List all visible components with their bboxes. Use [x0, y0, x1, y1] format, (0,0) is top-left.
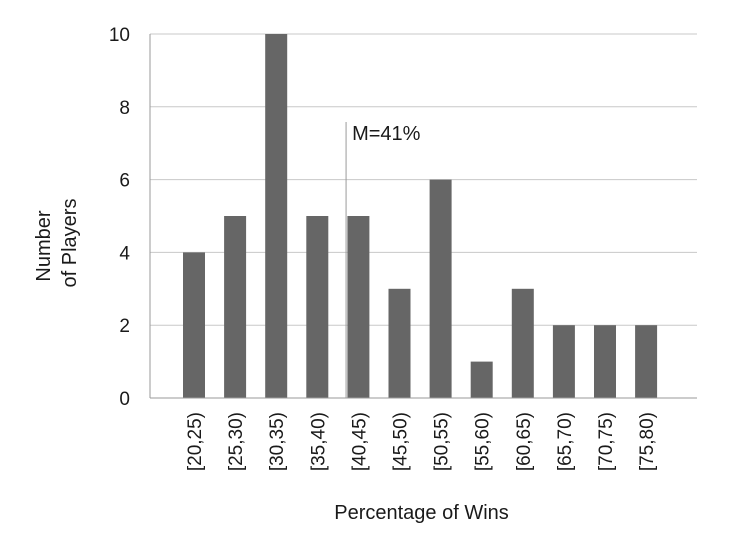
x-tick-label: [60,65) — [514, 412, 535, 471]
bar — [224, 216, 247, 398]
x-tick-labels: [20,25) [25,30) [30,35) [35,40) [40,45) [45,5… — [185, 412, 658, 471]
y-tick-label: 0 — [119, 389, 130, 410]
x-tick-label: [35,40) — [308, 412, 329, 471]
x-tick-label: [65,70) — [555, 412, 576, 471]
bar — [347, 216, 370, 398]
bar — [306, 216, 329, 398]
bars — [183, 34, 658, 398]
x-tick-label: [25,30) — [226, 412, 247, 471]
y-tick-label: 6 — [119, 171, 130, 192]
bar — [635, 325, 658, 398]
bar — [183, 252, 205, 398]
bar — [388, 288, 411, 398]
x-axis-label: Percentage of Wins — [334, 502, 509, 524]
y-axis-label-line-1: Number — [33, 210, 55, 281]
y-tick-label: 10 — [109, 25, 130, 46]
y-tick-label: 8 — [119, 98, 130, 119]
bar — [552, 325, 575, 398]
bar — [265, 34, 288, 398]
x-tick-label: [75,80) — [637, 412, 658, 471]
bar — [511, 288, 534, 398]
bar — [594, 325, 616, 398]
axes — [149, 34, 697, 399]
x-tick-label: [50,55) — [432, 412, 453, 471]
x-tick-label: [70,75) — [596, 412, 617, 471]
x-tick-label: [55,60) — [473, 412, 494, 471]
y-tick-label: 2 — [119, 316, 130, 337]
bar — [429, 179, 452, 398]
x-tick-label: [40,45) — [349, 412, 370, 471]
y-axis-label-line-2: of Players — [59, 199, 81, 288]
mean-marker-label: M=41% — [352, 123, 421, 145]
x-tick-label: [30,35) — [267, 412, 288, 471]
x-tick-label: [20,25) — [185, 412, 206, 471]
annotation: M=41% — [345, 122, 421, 398]
y-tick-labels: 0 2 4 6 8 10 — [109, 25, 131, 410]
y-tick-label: 4 — [119, 243, 130, 264]
bar — [470, 361, 493, 398]
x-tick-label: [45,50) — [391, 412, 412, 471]
